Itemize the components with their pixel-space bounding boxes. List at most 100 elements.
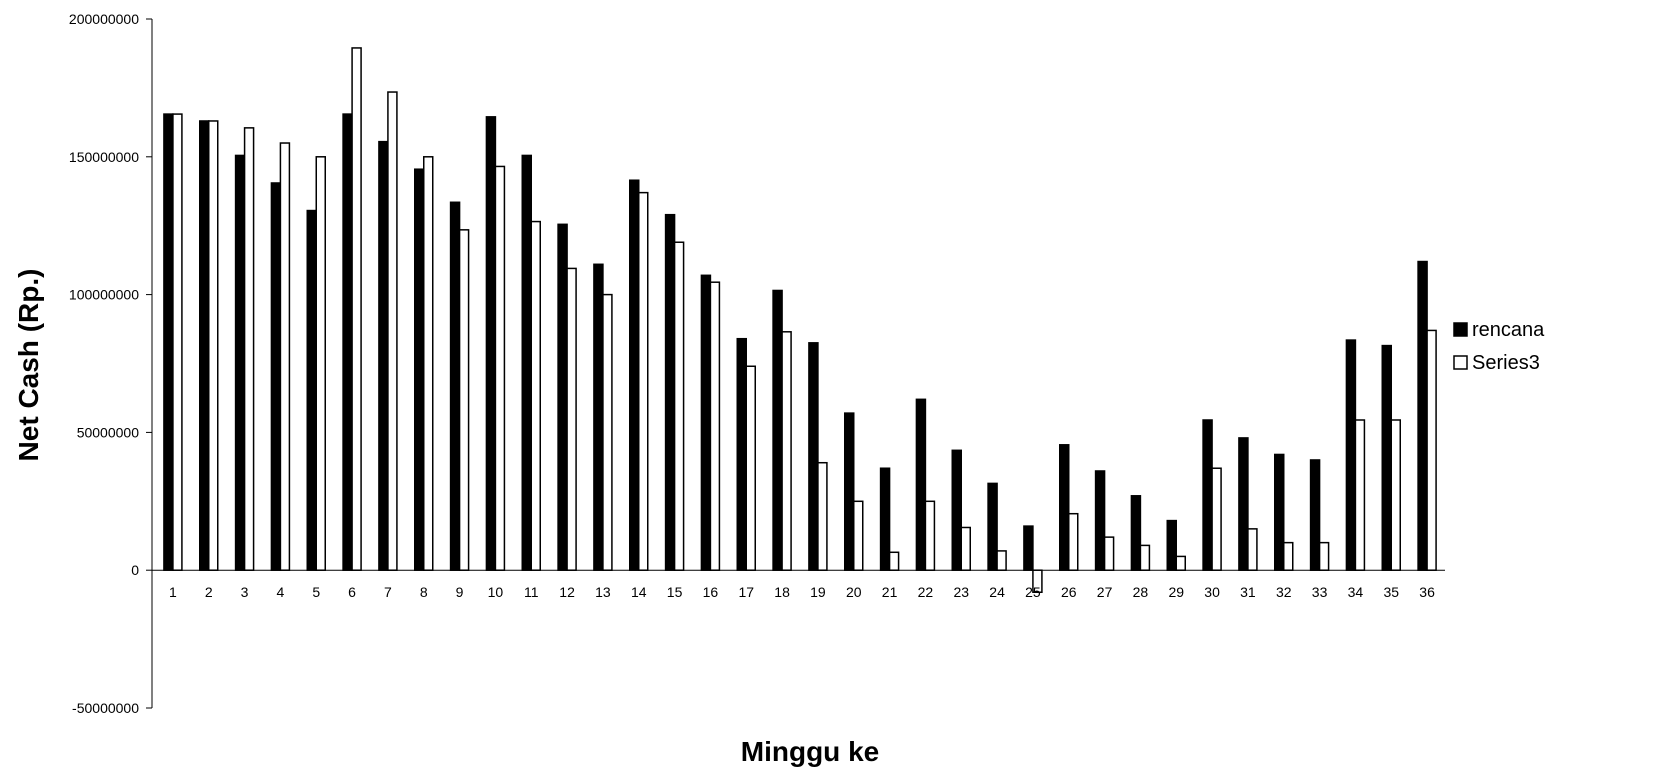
bar-rencana (199, 120, 210, 571)
legend: rencana Series3 (1453, 319, 1545, 374)
bar-rencana (736, 337, 747, 571)
bar-series3 (781, 331, 792, 571)
bar-rencana (772, 289, 783, 571)
bar-rencana (915, 398, 927, 571)
bar-series3 (1068, 512, 1079, 571)
y-tick-label: 50000000 (77, 424, 140, 440)
bar-rencana (1381, 344, 1392, 571)
y-tick-label: 200000000 (69, 11, 139, 27)
bar-rencana (1202, 419, 1213, 571)
x-tick-label: 32 (1276, 584, 1292, 600)
bar-rencana (485, 116, 497, 571)
bar-rencana (1023, 525, 1034, 571)
category-group (736, 337, 756, 571)
category-group (987, 482, 1007, 571)
bar-rencana (414, 168, 425, 571)
bar-series3 (172, 113, 183, 571)
x-axis-title: Minggu ke (741, 736, 879, 767)
bar-series3 (530, 220, 541, 571)
bar-series3 (208, 120, 219, 571)
bar-series3 (1318, 541, 1330, 571)
category-group (270, 142, 291, 571)
category-group (342, 47, 362, 571)
category-group (449, 201, 470, 571)
legend-label-rencana: rencana (1472, 319, 1545, 341)
bar-series (163, 47, 1437, 593)
category-group (593, 263, 613, 571)
x-tick-label: 25 (1025, 584, 1041, 600)
bar-series3 (1283, 541, 1294, 571)
bar-rencana (1309, 459, 1321, 571)
bar-rencana (1094, 470, 1106, 571)
bar-rencana (1274, 453, 1285, 571)
bar-rencana (844, 412, 855, 571)
bar-rencana (1417, 260, 1428, 571)
bar-rencana (163, 113, 174, 571)
bar-rencana (664, 213, 676, 571)
bar-series3 (817, 461, 828, 571)
x-tick-label: 34 (1348, 584, 1364, 600)
category-group (700, 274, 721, 571)
category-group (879, 467, 900, 571)
bar-rencana (557, 223, 568, 571)
bar-series3 (566, 267, 577, 571)
bar-series3 (996, 550, 1007, 571)
bar-series3 (243, 127, 255, 571)
y-tick-label: 150000000 (69, 149, 139, 165)
bar-series3 (387, 91, 398, 571)
x-tick-label: 7 (384, 584, 392, 600)
bar-series3 (673, 241, 685, 571)
category-group (163, 113, 183, 571)
y-tick-label: 100000000 (69, 287, 139, 303)
bar-rencana (234, 154, 246, 571)
x-tick-labels: 1 2 3 4 5 6 7 8 9 10 11 12 13 14 15 16 17 18 19 20 21 22 23 24 2… (169, 584, 1435, 600)
x-tick-label: 4 (277, 584, 285, 600)
category-group (485, 116, 506, 571)
y-tick-label: 0 (131, 562, 139, 578)
x-tick-label: 20 (846, 584, 862, 600)
x-tick-label: 27 (1097, 584, 1113, 600)
bar-series3 (709, 281, 721, 571)
bar-rencana (879, 467, 891, 571)
category-group (1059, 444, 1079, 571)
bar-rencana (270, 182, 282, 571)
bar-series3 (960, 526, 971, 571)
x-tick-label: 3 (241, 584, 249, 600)
category-group (1381, 344, 1401, 571)
category-group (557, 223, 577, 571)
x-tick-label: 5 (312, 584, 320, 600)
category-group (378, 91, 398, 571)
x-tick-label: 30 (1204, 584, 1220, 600)
category-group (1274, 453, 1294, 571)
bar-rencana (342, 113, 353, 571)
category-group (951, 449, 971, 571)
x-tick-label: 11 (524, 584, 539, 600)
legend-swatch-rencana (1453, 322, 1468, 337)
bar-rencana (1238, 437, 1249, 571)
x-tick-label: 2 (205, 584, 213, 600)
bar-rencana (306, 209, 317, 571)
x-tick-label: 6 (348, 584, 356, 600)
category-group (915, 398, 936, 571)
bar-series3 (1426, 329, 1437, 571)
bar-series3 (351, 47, 362, 571)
bar-series3 (494, 165, 506, 571)
legend-label-series3: Series3 (1472, 352, 1540, 374)
bar-rencana (1345, 339, 1357, 571)
bar-rencana (1059, 444, 1070, 571)
category-group (664, 213, 685, 571)
bar-series3 (602, 293, 613, 571)
bar-rencana (449, 201, 461, 571)
bar-series3 (853, 500, 864, 571)
bar-rencana (700, 274, 712, 571)
x-tick-label: 29 (1168, 584, 1184, 600)
category-group (414, 156, 434, 571)
x-tick-label: 36 (1419, 584, 1435, 600)
category-group (1166, 519, 1186, 571)
x-tick-label: 18 (774, 584, 790, 600)
category-group (772, 289, 792, 571)
bar-series3 (924, 500, 936, 571)
bar-series3 (279, 142, 291, 571)
bar-series3 (888, 551, 900, 571)
category-group (1094, 470, 1115, 571)
